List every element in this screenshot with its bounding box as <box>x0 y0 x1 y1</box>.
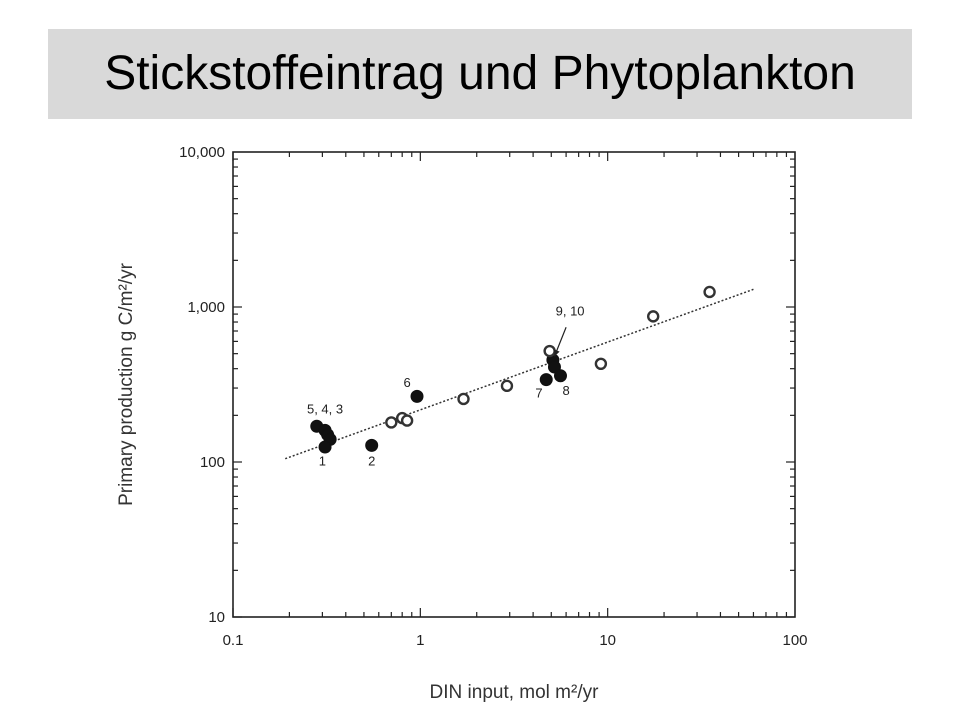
open-point <box>400 414 414 427</box>
plot-frame <box>232 151 796 618</box>
open-point <box>703 285 716 299</box>
y-tick-label: 10 <box>208 609 225 626</box>
x-tick-label: 0.1 <box>223 632 244 649</box>
plot-border <box>232 151 796 618</box>
point-annotation: 5, 4, 3 <box>307 402 343 417</box>
filled-point <box>553 369 567 383</box>
open-point <box>500 379 514 393</box>
point-annotation: 1 <box>319 453 326 468</box>
open-point <box>646 310 660 323</box>
y-tick-label: 100 <box>200 454 225 471</box>
x-axis-label: DIN input, mol m²/yr <box>430 682 600 703</box>
y-tick-label: 1,000 <box>187 299 225 316</box>
axis-labels: DIN input, mol m²/yr Primary production g… <box>116 262 599 703</box>
filled-point <box>410 389 424 403</box>
y-axis-label: Primary production g C/m²/yr <box>116 262 137 506</box>
open-point <box>457 392 470 406</box>
open-point <box>594 357 608 371</box>
point-annotation: 9, 10 <box>556 304 585 319</box>
annotation-arrow-head <box>553 349 560 357</box>
filled-point <box>539 373 553 387</box>
open-point <box>543 344 556 358</box>
annotations: 5, 4, 3 1 2 6 7 8 9, 10 <box>307 304 585 469</box>
point-annotation: 7 <box>535 386 542 401</box>
x-tick-label: 1 <box>416 632 424 649</box>
x-tick-label: 10 <box>599 632 616 649</box>
open-point <box>385 416 398 429</box>
y-tick-label: 10,000 <box>179 144 225 161</box>
page-title: Stickstoffeintrag und Phytoplankton <box>104 47 856 100</box>
point-annotation: 8 <box>562 383 569 398</box>
x-tick-label: 100 <box>782 632 807 649</box>
title-band: Stickstoffeintrag und Phytoplankton <box>48 29 912 119</box>
data-points <box>310 285 716 454</box>
filled-point <box>365 438 379 452</box>
point-annotation: 6 <box>403 375 410 390</box>
filled-point <box>318 440 332 454</box>
filled-point <box>547 360 561 374</box>
fit-line <box>284 288 754 460</box>
axis-ticks: 0.1 1 10 100 10 100 1,000 10,000 <box>179 144 807 649</box>
point-annotation: 2 <box>368 453 375 468</box>
fit-line-layer <box>284 288 754 460</box>
